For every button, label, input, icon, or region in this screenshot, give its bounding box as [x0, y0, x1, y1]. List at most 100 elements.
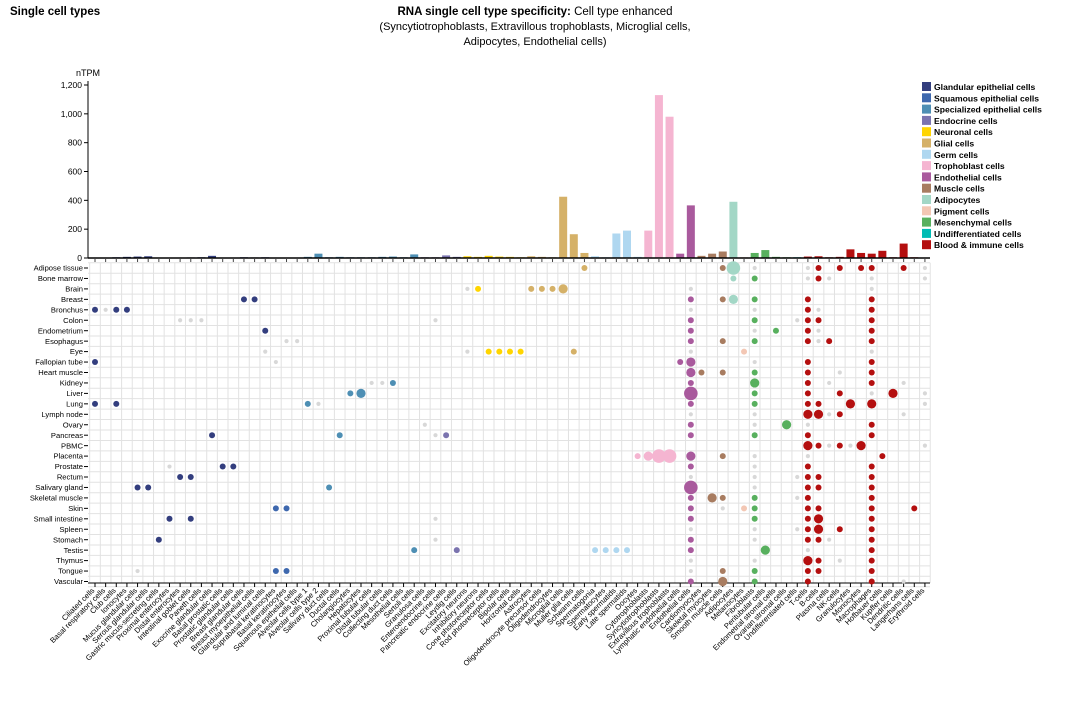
- bar-cone-photoreceptor-cells[interactable]: [484, 255, 493, 258]
- dot-skin-macrophages[interactable]: [868, 505, 875, 512]
- dot-bronchus-basal-respiratory-cells[interactable]: [103, 307, 108, 312]
- dot-placenta-extravillous-trophoblasts[interactable]: [662, 449, 677, 463]
- dot-rectum-undifferentiated-cells[interactable]: [795, 474, 800, 480]
- dot-bone-marrow-b-cells[interactable]: [815, 275, 822, 282]
- dot-ovary-granulosa-cells[interactable]: [422, 422, 427, 427]
- dot-liver-hepatocytes[interactable]: [356, 388, 366, 398]
- dot-skin-fibroblasts[interactable]: [751, 505, 758, 512]
- dot-lymph-node-endothelial-cells[interactable]: [688, 412, 693, 417]
- dot-bone-marrow-adipocytes[interactable]: [730, 275, 737, 282]
- bar-skeletal-myocytes[interactable]: [708, 253, 717, 258]
- dot-adipose-tissue-erythroid-cells[interactable]: [922, 265, 928, 271]
- dot-small-intestine-endothelial-cells[interactable]: [687, 515, 694, 522]
- dot-pancreas-pancreatic-endocrine-cells[interactable]: [443, 432, 450, 439]
- bar-endothelial-cells[interactable]: [686, 205, 695, 258]
- dot-esophagus-basal-keratinocytes[interactable]: [284, 339, 289, 344]
- dot-colon-fibroblasts[interactable]: [751, 317, 758, 324]
- dot-eye-muller-glia-cells[interactable]: [570, 348, 577, 355]
- legend-item-glial[interactable]: Glial cells: [922, 138, 974, 149]
- dot-colon-paneth-cells[interactable]: [199, 318, 204, 323]
- bar-b-cells[interactable]: [814, 256, 823, 258]
- dot-pancreas-macrophages[interactable]: [868, 432, 875, 439]
- bar-early-spermatids[interactable]: [612, 233, 621, 258]
- dot-testis-t-cells[interactable]: [805, 548, 810, 553]
- dot-bronchus-club-cells[interactable]: [113, 306, 120, 313]
- dot-lymph-node-plasma-cells[interactable]: [827, 412, 832, 417]
- bar-hofbauer-cells[interactable]: [878, 250, 887, 258]
- dot-breast-fibroblasts[interactable]: [751, 296, 758, 303]
- dot-ovary-endothelial-cells[interactable]: [687, 421, 694, 428]
- dot-bone-marrow-erythroid-cells[interactable]: [922, 276, 928, 281]
- dot-spleen-nk-cells[interactable]: [836, 526, 843, 533]
- bar-monocytes[interactable]: [857, 252, 866, 258]
- legend-item-gland[interactable]: Glandular epithelial cells: [922, 82, 1035, 92]
- dot-bronchus-macrophages[interactable]: [868, 306, 875, 313]
- dot-kidney-endothelial-cells[interactable]: [687, 379, 694, 386]
- dot-brain-microglial-cells[interactable]: [558, 284, 568, 294]
- dot-adipose-tissue-fibroblasts[interactable]: [752, 265, 757, 271]
- legend-item-adipo[interactable]: Adipocytes: [922, 195, 981, 205]
- dot-salivary-gland-endothelial-cells[interactable]: [684, 480, 698, 495]
- dot-testis-macrophages[interactable]: [868, 547, 875, 554]
- dot-eye-horizontal-cells[interactable]: [517, 348, 524, 355]
- bar-exocrine-glandular-cells[interactable]: [208, 255, 217, 258]
- dot-testis-peritubular-cells[interactable]: [760, 545, 770, 555]
- dot-placenta-syncytiotrophoblasts[interactable]: [652, 449, 666, 463]
- dot-pancreas-fibroblasts[interactable]: [751, 432, 758, 439]
- dot-eye-endothelial-cells[interactable]: [688, 349, 693, 354]
- dot-brain-endothelial-cells[interactable]: [688, 286, 693, 291]
- dot-breast-macrophages[interactable]: [868, 296, 875, 303]
- dot-lung-fibroblasts[interactable]: [751, 400, 758, 407]
- dot-ovary-t-cells[interactable]: [805, 422, 810, 427]
- dot-small-intestine-t-cells[interactable]: [804, 515, 811, 522]
- dot-skeletal-muscle-macrophages[interactable]: [868, 494, 875, 501]
- dot-lung-endothelial-cells[interactable]: [687, 400, 694, 407]
- dot-spleen-fibroblasts[interactable]: [752, 527, 757, 532]
- bar-dendritic-cells[interactable]: [899, 243, 908, 258]
- dot-thymus-macrophages[interactable]: [868, 557, 875, 564]
- dot-pbmc-t-cells[interactable]: [803, 441, 813, 451]
- dot-tongue-macrophages[interactable]: [868, 568, 875, 575]
- bar-astrocytes[interactable]: [527, 256, 536, 258]
- dot-endometrium-glandular-and-luminal-cells[interactable]: [262, 327, 269, 334]
- dot-adipose-tissue-monocytes[interactable]: [858, 265, 865, 271]
- dot-placenta-cytotrophoblasts[interactable]: [643, 451, 653, 461]
- dot-lung-alveolar-cells-type-1[interactable]: [304, 400, 311, 407]
- dot-lung-ciliated-cells[interactable]: [92, 400, 98, 407]
- dot-skin-b-cells[interactable]: [815, 505, 822, 512]
- dot-ovary-fibroblasts[interactable]: [752, 422, 757, 427]
- dot-testis-late-spermatids[interactable]: [624, 547, 630, 554]
- dot-stomach-plasma-cells[interactable]: [827, 537, 832, 542]
- dot-pancreas-t-cells[interactable]: [804, 432, 811, 439]
- dot-skeletal-muscle-smooth-muscle-cells[interactable]: [719, 494, 726, 501]
- dot-testis-spermatogonia[interactable]: [592, 547, 599, 554]
- dot-stomach-fibroblasts[interactable]: [752, 537, 757, 542]
- dot-esophagus-b-cells[interactable]: [816, 339, 821, 344]
- dot-rectum-fibroblasts[interactable]: [752, 474, 757, 480]
- dot-placenta-oocytes[interactable]: [634, 453, 641, 460]
- dot-breast-breast-glandular-cells[interactable]: [240, 296, 247, 303]
- dot-small-intestine-enteroendocrine-cells[interactable]: [433, 516, 438, 521]
- bar-peritubular-cells[interactable]: [761, 250, 770, 258]
- bar-lymphatic-endothelial-cells[interactable]: [676, 253, 685, 258]
- dot-testis-early-spermatids[interactable]: [613, 547, 620, 554]
- legend-item-endoth[interactable]: Endothelial cells: [922, 172, 1002, 182]
- dot-small-intestine-intestinal-goblet-cells[interactable]: [187, 515, 194, 522]
- dot-pancreas-enteroendocrine-cells[interactable]: [433, 433, 438, 438]
- dot-salivary-gland-mucus-glandular-cells[interactable]: [134, 484, 141, 491]
- dot-stomach-b-cells[interactable]: [815, 536, 822, 543]
- dot-prostate-fibroblasts[interactable]: [752, 464, 757, 469]
- dot-tongue-suprabasal-keratinocytes[interactable]: [272, 568, 279, 575]
- dot-kidney-proximal-tubular-cells[interactable]: [369, 380, 374, 386]
- dot-rectum-t-cells[interactable]: [804, 474, 811, 480]
- dot-bronchus-ionocytes[interactable]: [123, 306, 130, 313]
- dot-liver-erythroid-cells[interactable]: [922, 391, 928, 396]
- dot-eye-bipolar-cells[interactable]: [506, 348, 513, 355]
- dot-breast-t-cells[interactable]: [804, 296, 811, 303]
- dot-rectum-endothelial-cells[interactable]: [688, 474, 693, 480]
- dot-kidney-macrophages[interactable]: [868, 379, 875, 386]
- dot-endometrium-b-cells[interactable]: [816, 328, 821, 333]
- dot-endometrium-macrophages[interactable]: [868, 327, 875, 334]
- dot-lymph-node-nk-cells[interactable]: [836, 411, 843, 418]
- dot-lung-club-cells[interactable]: [113, 400, 120, 407]
